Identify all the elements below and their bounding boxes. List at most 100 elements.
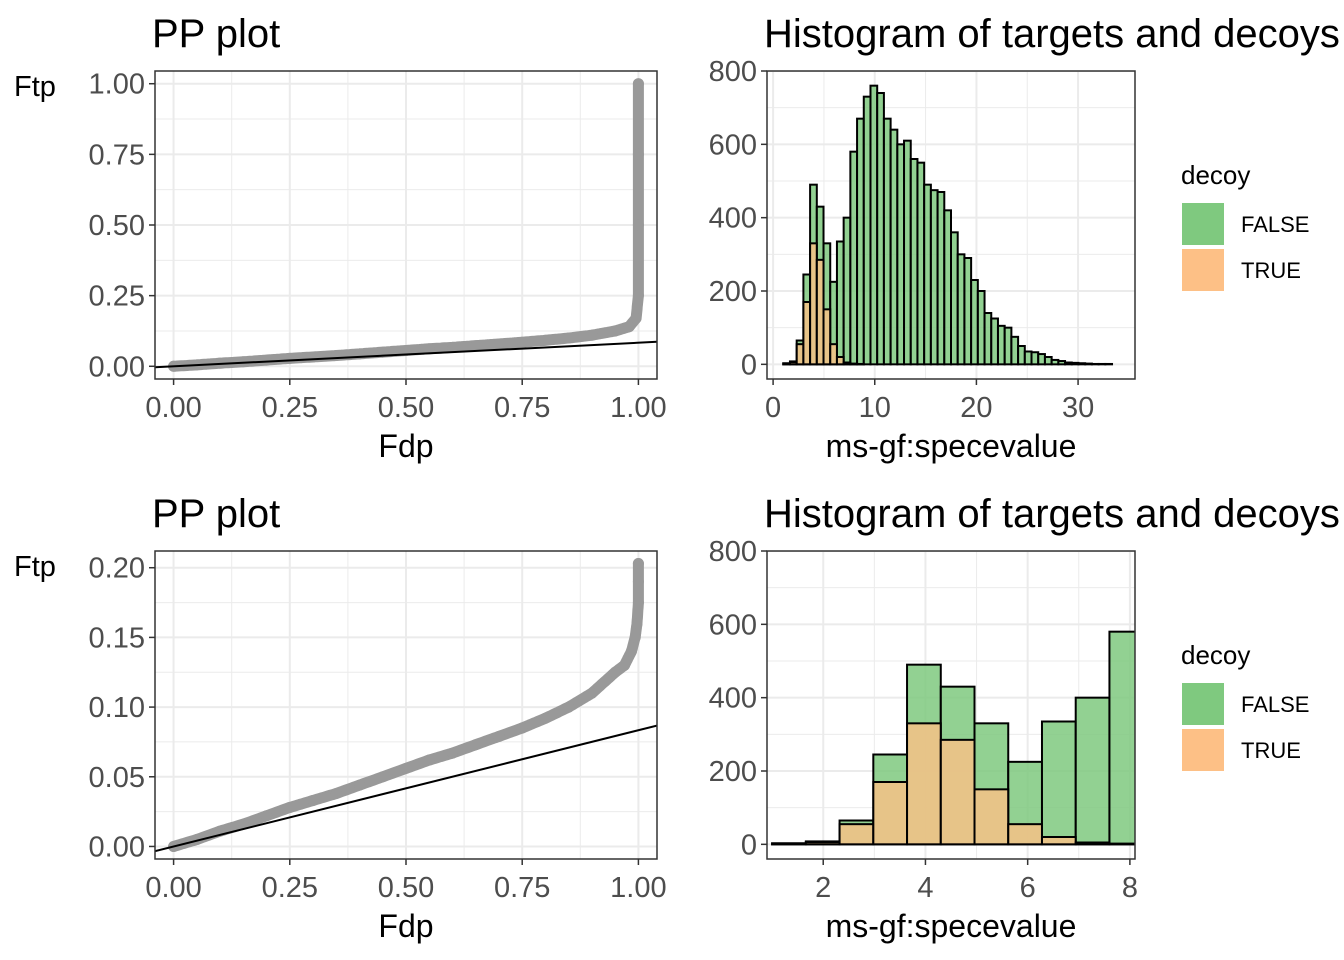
pp-point	[423, 754, 435, 766]
histogram-bar-false	[1074, 696, 1111, 846]
pp-point	[632, 290, 644, 302]
pp-point	[629, 631, 641, 643]
pp-point	[446, 747, 458, 759]
histogram-bar-true	[1108, 842, 1135, 846]
pp-point	[539, 712, 551, 724]
panel-border	[766, 70, 1136, 380]
y-tick-label: 200	[709, 276, 757, 308]
pp1-marks	[155, 78, 657, 372]
histogram-bar-false	[1040, 720, 1077, 846]
pp-point	[261, 810, 273, 822]
x-tick-label: 0	[765, 392, 781, 424]
pp-point	[632, 597, 644, 609]
histogram-bar-false	[916, 161, 926, 366]
histogram-bar-false	[1084, 362, 1093, 366]
histogram-bar-true	[906, 722, 942, 846]
histogram-bar-false	[996, 324, 1006, 366]
histogram-bar-true	[1007, 823, 1043, 846]
histogram-bar-false	[1010, 335, 1020, 366]
x-tick-label: 0.25	[262, 392, 318, 424]
histogram-bar-true	[973, 788, 1010, 846]
hist2-marks	[771, 630, 1135, 846]
legend-key-true	[1182, 729, 1224, 771]
histogram-bar-false	[950, 231, 959, 366]
x-tick-label: 6	[1020, 872, 1036, 904]
pp-point	[516, 336, 528, 348]
histogram-bar-false	[835, 240, 845, 366]
y-axis-label: Ftp	[14, 551, 56, 583]
histogram-bar-true	[802, 301, 812, 366]
legend-key-true	[1182, 249, 1224, 291]
histogram-bar-false	[936, 191, 946, 366]
pp-point	[539, 334, 551, 346]
histogram-bar-false	[1070, 361, 1080, 366]
legend-label: FALSE	[1241, 212, 1309, 237]
x-axis-label: ms-gf:specevalue	[826, 908, 1077, 944]
chart-title: PP plot	[152, 492, 280, 536]
x-tick-label: 0.00	[145, 392, 201, 424]
y-tick-label: 0.05	[89, 762, 145, 794]
pp-point	[284, 352, 296, 364]
x-axis-label: ms-gf:specevalue	[826, 428, 1077, 464]
legend: decoy FALSE TRUE	[1181, 160, 1309, 291]
pp-point	[400, 344, 412, 356]
histogram-bar-false	[1023, 350, 1033, 366]
x-tick-label: 0.75	[494, 872, 550, 904]
histogram-bar-false	[1037, 353, 1046, 366]
pp-point	[377, 771, 389, 783]
x-tick-label: 2	[815, 872, 831, 904]
pp-point	[630, 312, 642, 324]
x-tick-label: 30	[1062, 392, 1094, 424]
histogram-bar-false	[876, 92, 885, 366]
y-tick-label: 400	[709, 683, 757, 715]
histogram-bar-false	[903, 139, 912, 366]
pp-point	[632, 78, 644, 90]
legend: decoy FALSE TRUE	[1181, 640, 1309, 771]
y-tick-label: 0.00	[89, 351, 145, 383]
pp-point	[563, 701, 575, 713]
legend-title: decoy	[1181, 160, 1250, 190]
histogram-bar-false	[983, 312, 993, 366]
pp-point	[632, 576, 644, 588]
histogram-bar-false	[1064, 361, 1073, 366]
histogram-bar-true	[809, 242, 818, 366]
histogram-bar-false	[1077, 362, 1087, 366]
y-tick-label: 0.20	[89, 553, 145, 585]
histogram-bar-true	[782, 362, 791, 366]
histogram-bar-true	[788, 361, 798, 366]
y-tick-label: 0.50	[89, 210, 145, 242]
legend-label: TRUE	[1241, 258, 1301, 283]
pp-point	[618, 659, 630, 671]
histogram-bar-false	[856, 117, 865, 366]
histogram-bar-true	[939, 738, 976, 846]
histogram-bar-false	[943, 209, 952, 366]
histogram-bar-true	[1074, 841, 1111, 846]
pp2-panel: 0.00 0.25 0.50 0.75 1.00 0.00 0.05 0.10 0.15 0.20…	[14, 492, 667, 944]
hist1-marks	[782, 84, 1114, 366]
y-tick-label: 0.25	[89, 281, 145, 313]
histogram-bar-false	[963, 257, 973, 366]
pp-point	[284, 801, 296, 813]
histogram-bar-false	[1108, 630, 1135, 846]
pp-point	[493, 338, 505, 350]
pp-point	[586, 329, 598, 341]
pp-point	[632, 558, 644, 570]
pp-point	[237, 818, 249, 830]
histogram-bar-true	[822, 308, 832, 366]
y-tick-label: 1.00	[89, 69, 145, 101]
histogram-bar-true	[872, 781, 909, 846]
x-tick-label: 1.00	[610, 872, 666, 904]
reference-line	[155, 340, 657, 369]
histogram-bar-true	[815, 258, 825, 366]
pp-point	[330, 787, 342, 799]
y-tick-label: 0.00	[89, 831, 145, 863]
histogram-bar-false	[1017, 345, 1026, 366]
x-tick-label: 20	[960, 392, 992, 424]
y-tick-label: 200	[709, 756, 757, 788]
pp-point	[516, 722, 528, 734]
legend-label: FALSE	[1241, 692, 1309, 717]
pp-point	[563, 332, 575, 344]
x-tick-label: 8	[1122, 872, 1138, 904]
histogram-bar-false	[842, 216, 852, 366]
